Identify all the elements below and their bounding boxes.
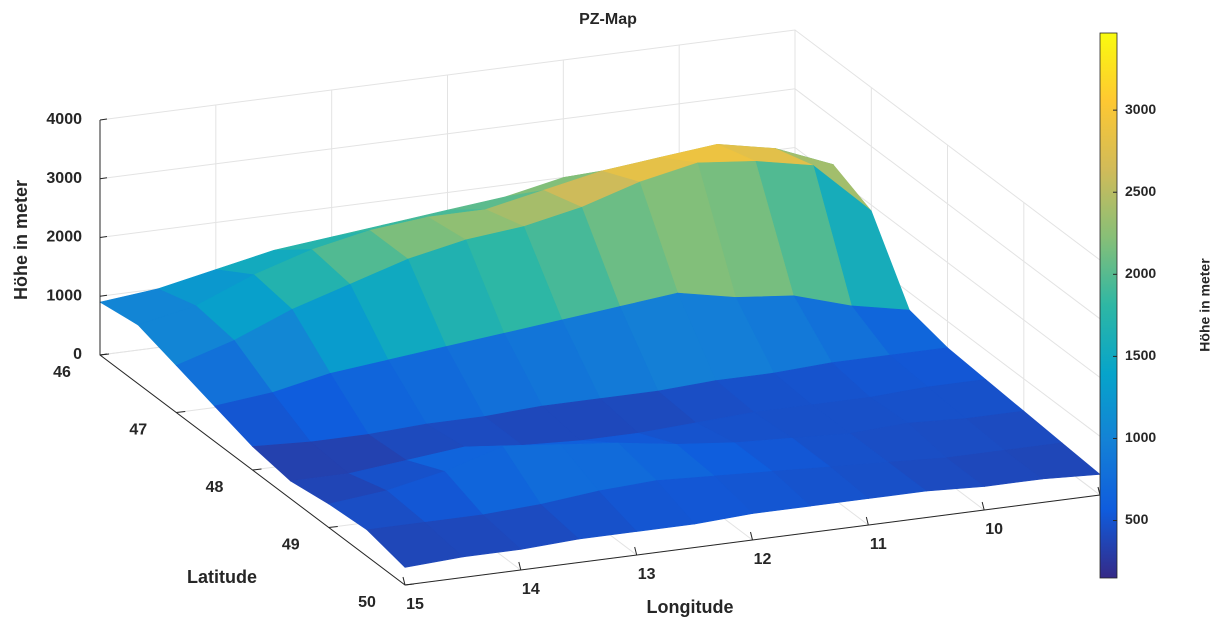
x-axis-label: Longitude xyxy=(647,597,734,617)
colorbar-label: Höhe in meter xyxy=(1197,258,1213,352)
z-tick-label: 0 xyxy=(73,346,82,363)
colorbar-tick-label: 500 xyxy=(1125,511,1149,527)
z-tick-label: 2000 xyxy=(46,229,82,246)
x-tick-label: 15 xyxy=(406,596,424,613)
surface-patch xyxy=(366,521,464,568)
x-tick-label: 14 xyxy=(522,581,540,598)
y-tick-label: 47 xyxy=(129,422,147,439)
z-tick-label: 3000 xyxy=(46,170,82,187)
grid-line xyxy=(99,146,1101,378)
tick-mark xyxy=(981,501,985,511)
x-tick-label: 10 xyxy=(985,521,1003,538)
colorbar-tick-label: 1000 xyxy=(1125,429,1156,445)
colorbar-tick-label: 2000 xyxy=(1125,265,1156,281)
x-tick-label: 12 xyxy=(754,551,772,568)
z-tick-label: 4000 xyxy=(46,111,82,128)
tick-mark xyxy=(750,531,753,541)
y-axis-label: Latitude xyxy=(187,567,257,587)
colorbar-tick-label: 2500 xyxy=(1125,183,1156,199)
tick-mark xyxy=(328,526,338,528)
tick-mark xyxy=(99,236,108,238)
tick-mark xyxy=(634,546,638,556)
grid-line xyxy=(99,29,1101,261)
tick-mark xyxy=(99,177,108,180)
tick-mark xyxy=(402,576,406,586)
colorbar xyxy=(1099,32,1118,579)
x-tick-label: 13 xyxy=(638,566,656,583)
chart-title: PZ-Map xyxy=(579,11,637,28)
x-tick-label: 11 xyxy=(870,536,887,553)
y-tick-label: 46 xyxy=(53,364,71,381)
y-tick-label: 49 xyxy=(282,537,300,554)
tick-mark xyxy=(99,353,108,356)
tick-mark xyxy=(252,468,262,471)
tick-mark xyxy=(518,561,522,571)
y-tick-label: 50 xyxy=(358,594,376,611)
colorbar-tick-label: 3000 xyxy=(1125,101,1156,117)
tick-mark xyxy=(176,411,186,413)
y-tick-label: 48 xyxy=(206,479,224,496)
grid-line xyxy=(99,88,1101,320)
z-axis-label: Höhe in meter xyxy=(11,180,31,300)
tick-mark xyxy=(99,294,108,297)
tick-mark xyxy=(404,583,415,586)
colorbar-tick-label: 1500 xyxy=(1125,347,1156,363)
tick-mark xyxy=(99,118,108,121)
z-tick-label: 1000 xyxy=(46,287,82,304)
tick-mark xyxy=(865,516,869,526)
